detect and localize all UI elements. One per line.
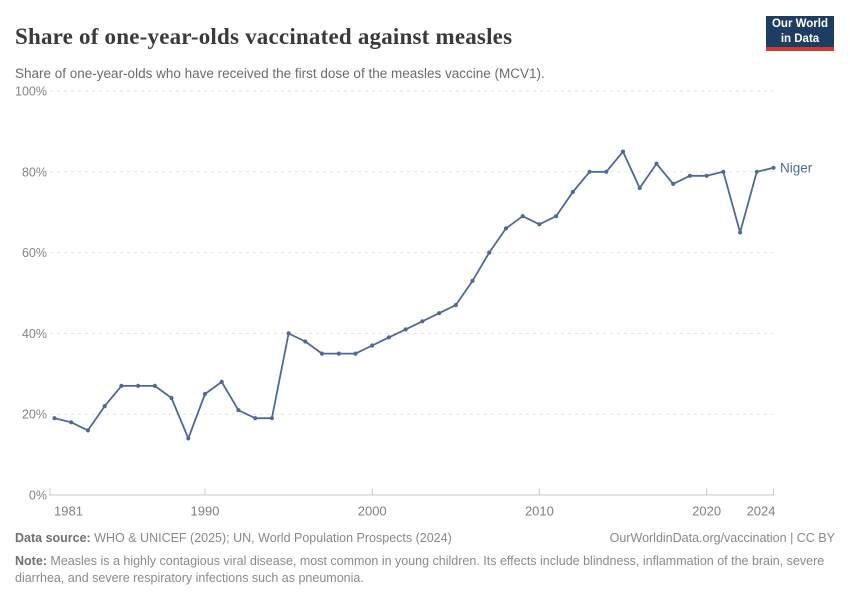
data-point (520, 214, 525, 219)
chart-footer: Data source: WHO & UNICEF (2025); UN, Wo… (15, 530, 835, 588)
license-link[interactable]: OurWorldinData.org/vaccination | CC BY (609, 531, 835, 545)
data-point (587, 169, 592, 174)
data-source: Data source: WHO & UNICEF (2025); UN, Wo… (15, 530, 452, 548)
data-point (437, 311, 442, 316)
series-label-niger: Niger (780, 160, 813, 175)
y-axis-tick-label: 100% (15, 85, 47, 99)
chart-title: Share of one-year-olds vaccinated agains… (15, 24, 513, 50)
x-axis-tick-label: 2000 (358, 504, 387, 519)
owid-logo-line1: Our World (771, 18, 828, 31)
data-point (386, 335, 391, 340)
data-point (637, 185, 642, 191)
data-point (754, 169, 759, 174)
chart-note: Note: Measles is a highly contagious vir… (15, 553, 835, 589)
data-point (620, 149, 626, 154)
data-point (119, 383, 124, 388)
data-point (420, 319, 425, 324)
y-axis-tick-label: 60% (22, 246, 47, 260)
series-line-niger (53, 150, 775, 440)
data-point (236, 408, 241, 413)
data-point (202, 391, 208, 397)
note-text: Measles is a highly contagious viral dis… (15, 553, 825, 586)
chart-subtitle: Share of one-year-olds who have received… (15, 65, 545, 81)
data-point (503, 226, 509, 231)
data-point (721, 169, 726, 174)
data-point (169, 395, 174, 401)
data-point (319, 351, 325, 356)
data-point (219, 379, 224, 384)
data-point (303, 339, 308, 344)
data-point (85, 428, 90, 433)
x-axis-tick-label: 1990 (191, 504, 220, 519)
data-point (704, 173, 709, 178)
data-point (336, 351, 341, 356)
data-point (269, 416, 274, 421)
data-point (738, 230, 743, 235)
data-point (286, 331, 291, 336)
y-axis-tick-label: 40% (22, 327, 47, 341)
data-point (671, 181, 676, 186)
data-point (186, 436, 191, 441)
line-chart-canvas[interactable]: 0% 20% 40% 60% 80% 100% 1981 1990 2000 2010 2020 20… (0, 0, 850, 525)
data-source-text: WHO & UNICEF (2025); UN, World Populatio… (90, 531, 452, 545)
data-point (370, 343, 375, 348)
data-source-label: Data source: (15, 531, 91, 545)
data-point (353, 351, 358, 356)
x-axis-tick-label: 2020 (692, 504, 721, 519)
y-axis-tick-label: 0% (29, 489, 47, 503)
x-axis-line (49, 488, 774, 496)
data-point (470, 278, 475, 283)
data-point (403, 327, 408, 332)
owid-logo-line2: in Data (780, 32, 820, 45)
y-axis-tick-label: 80% (22, 165, 47, 179)
owid-logo[interactable]: Our World in Data (766, 16, 834, 51)
note-label: Note: (15, 553, 47, 568)
data-point (604, 169, 609, 174)
data-point (253, 416, 258, 421)
data-point (152, 383, 157, 388)
data-point (771, 165, 776, 170)
data-point (654, 161, 659, 166)
x-axis-tick-label: 2010 (525, 504, 554, 519)
data-point (69, 420, 74, 425)
x-axis-tick-label: 1981 (54, 504, 83, 519)
y-axis-tick-label: 20% (22, 408, 47, 422)
data-point (487, 250, 492, 255)
data-point (453, 303, 458, 308)
data-point (52, 416, 57, 421)
data-point (687, 173, 693, 178)
data-point (537, 222, 542, 227)
data-point (136, 383, 141, 388)
data-point (554, 214, 559, 219)
data-point (102, 404, 107, 409)
data-point (570, 189, 575, 195)
x-axis-tick-label: 2024 (747, 504, 776, 519)
